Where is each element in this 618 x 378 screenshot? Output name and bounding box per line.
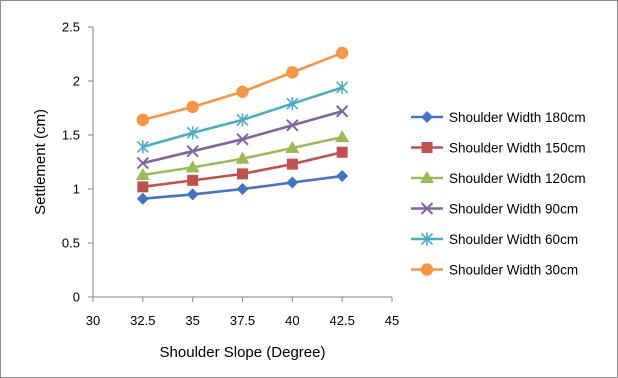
data-point	[186, 144, 199, 158]
y-tick-label: 1.5	[62, 128, 80, 143]
legend-item: Shoulder Width 150cm	[411, 141, 586, 156]
x-tick-label: 40	[285, 313, 299, 328]
legend-item: Shoulder Width 90cm	[411, 202, 578, 217]
data-point	[236, 85, 249, 99]
y-tick-labels: 0 0.5 1 1.5 2 2.5	[62, 20, 80, 305]
x-tick-label: 30	[86, 313, 100, 328]
y-tick-label: 1	[73, 182, 80, 197]
legend-item: Shoulder Width 180cm	[411, 110, 586, 125]
data-point	[235, 151, 250, 164]
legend-label: Shoulder Width 180cm	[449, 110, 586, 125]
x-tick-label: 37.5	[230, 313, 255, 328]
legend-marker	[420, 202, 434, 215]
x-tick-label: 32.5	[130, 313, 155, 328]
data-point	[186, 188, 199, 201]
legend-marker	[420, 171, 434, 183]
data-point	[236, 133, 249, 146]
data-point	[336, 146, 348, 158]
y-tick-label: 2.5	[62, 20, 80, 35]
data-point	[335, 46, 349, 60]
data-point	[186, 126, 199, 140]
x-axis-title: Shoulder Slope (Degree)	[160, 344, 326, 361]
data-point	[136, 140, 149, 154]
data-point	[236, 183, 249, 195]
data-point	[137, 181, 149, 193]
x-tick-label: 42.5	[330, 313, 355, 328]
data-point	[237, 168, 248, 180]
y-tick-label: 0	[73, 290, 80, 305]
data-point	[335, 105, 349, 118]
legend-label: Shoulder Width 120cm	[449, 171, 586, 186]
legend-label: Shoulder Width 60cm	[449, 232, 578, 247]
data-point	[186, 100, 199, 114]
x-tick-labels: 30 32.5 35 37.5 40 42.5 45	[86, 313, 399, 328]
data-point	[136, 113, 150, 127]
data-point	[136, 156, 150, 170]
legend: Shoulder Width 180cm Shoulder Width 150cm…	[411, 110, 586, 278]
legend-label: Shoulder Width 30cm	[449, 263, 578, 278]
legend-item: Shoulder Width 120cm	[411, 171, 586, 186]
data-point	[236, 113, 249, 127]
data-point	[286, 97, 299, 111]
series-1	[136, 170, 349, 205]
data-point	[286, 158, 298, 170]
y-axis-title: Settlement (cm)	[32, 109, 49, 215]
data-point	[187, 174, 199, 186]
y-tick-label: 0.5	[62, 236, 80, 251]
legend-marker	[420, 263, 434, 276]
series-3	[135, 130, 350, 180]
legend-marker	[420, 232, 434, 246]
data-point	[286, 66, 299, 79]
series-4	[136, 105, 349, 170]
x-tick-label: 45	[385, 313, 399, 328]
series-5	[136, 80, 349, 154]
data-point	[185, 160, 200, 173]
data-point	[336, 170, 349, 183]
axes	[88, 26, 393, 302]
data-point	[335, 130, 350, 143]
data-point	[135, 167, 150, 180]
legend-label: Shoulder Width 90cm	[449, 202, 578, 217]
series-2	[137, 146, 348, 193]
legend-marker	[421, 142, 433, 153]
y-tick-label: 2	[73, 74, 80, 89]
legend-label: Shoulder Width 150cm	[449, 141, 586, 156]
series-layer	[135, 46, 350, 205]
data-point	[286, 176, 299, 189]
legend-marker	[421, 111, 433, 123]
legend-item: Shoulder Width 30cm	[411, 263, 578, 278]
data-point	[336, 80, 349, 94]
data-point	[286, 119, 299, 132]
data-point	[136, 192, 149, 205]
legend-item: Shoulder Width 60cm	[411, 232, 578, 247]
series-6	[136, 46, 349, 127]
data-point	[285, 140, 300, 153]
x-tick-label: 35	[185, 313, 199, 328]
